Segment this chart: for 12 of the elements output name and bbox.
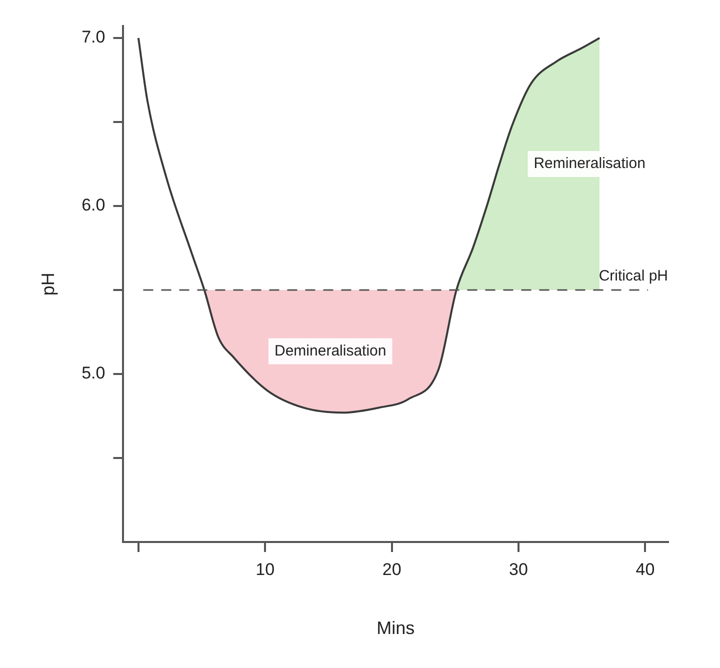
y-axis-title: pH [38,272,58,296]
y-tick-label: 7.0 [82,28,106,47]
series-label: Remineralisation [534,155,646,172]
y-tick-label: 5.0 [82,364,106,383]
x-tick-label: 10 [256,560,275,579]
x-tick-label: 30 [509,560,528,579]
x-tick-label: 40 [636,560,655,579]
y-tick-label: 6.0 [82,196,106,215]
x-axis-title: Mins [376,618,415,638]
ref-line-label: Critical pH [598,268,668,285]
x-tick-label: 20 [382,560,402,579]
series-label: Demineralisation [274,342,386,360]
